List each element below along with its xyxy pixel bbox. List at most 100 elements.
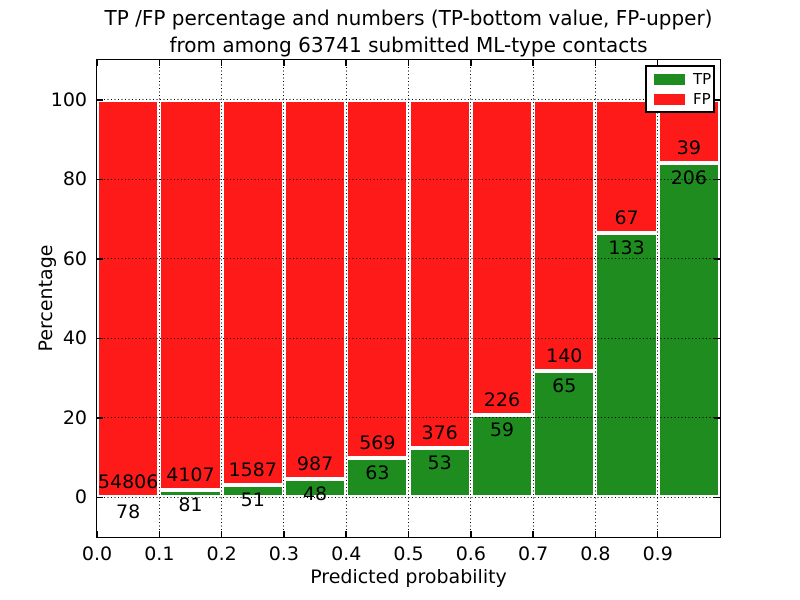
bar-segment-fp xyxy=(595,99,658,233)
y-tick-left xyxy=(97,496,103,498)
x-tick-top xyxy=(532,60,534,66)
y-tick-right xyxy=(714,258,720,260)
y-tick-left xyxy=(97,178,103,180)
x-tick-top xyxy=(594,60,597,66)
x-tick-top xyxy=(470,60,472,66)
bar-segment-tp xyxy=(657,163,720,498)
y-tick-label: 0 xyxy=(74,486,87,509)
bar-segment-fp xyxy=(221,99,284,485)
bar-label-fp: 226 xyxy=(483,388,521,411)
bar-label-fp: 67 xyxy=(614,206,639,229)
y-tick-label: 100 xyxy=(50,88,87,111)
grid-line-x xyxy=(221,60,223,537)
x-tick-bottom xyxy=(407,531,410,537)
grid-line-x xyxy=(532,60,534,537)
legend: TP FP xyxy=(645,65,715,113)
bar-segment-tp xyxy=(159,489,222,498)
legend-label-fp: FP xyxy=(693,89,711,108)
y-tick-left xyxy=(97,258,103,260)
grid-line-x xyxy=(470,60,472,537)
x-tick-bottom xyxy=(283,531,285,537)
bar-label-tp: 53 xyxy=(427,452,452,475)
bar-label-tp: 78 xyxy=(116,500,141,523)
x-tick-top xyxy=(407,60,410,66)
x-tick-bottom xyxy=(656,531,659,537)
bar-segment-fp xyxy=(346,99,409,458)
legend-swatch-tp-icon xyxy=(654,73,685,85)
y-tick-right xyxy=(714,178,720,180)
y-tick-left xyxy=(97,99,103,101)
bar-label-fp: 987 xyxy=(296,452,334,475)
bar-segment-tp xyxy=(408,448,471,498)
legend-swatch-fp-icon xyxy=(654,93,685,105)
x-tick-label: 0.1 xyxy=(144,543,175,565)
bar-segment-tp xyxy=(221,484,284,498)
grid-line-x xyxy=(283,60,285,537)
bar-label-fp: 39 xyxy=(676,137,701,160)
plot-area: Predicted probability TP FP 54806 78 4107 81… xyxy=(51,59,721,588)
x-tick-label: 0.6 xyxy=(455,543,486,565)
bar-segment-tp xyxy=(470,414,534,498)
bar-segment-fp xyxy=(470,99,534,415)
x-tick-top xyxy=(283,60,285,66)
x-tick-bottom xyxy=(532,531,534,537)
bar-segment-fp xyxy=(533,99,596,372)
legend-entry-tp: TP xyxy=(654,71,711,87)
bar-segment-fp xyxy=(283,99,347,479)
y-tick-left xyxy=(97,417,103,419)
x-tick-bottom xyxy=(96,531,98,537)
x-tick-label: 0.7 xyxy=(517,543,549,565)
bar-label-tp: 206 xyxy=(670,167,707,190)
grid-line-x xyxy=(158,60,160,537)
x-tick-top xyxy=(158,60,161,66)
legend-label-tp: TP xyxy=(693,69,712,88)
x-tick-label: 0.5 xyxy=(393,543,424,565)
x-tick-top xyxy=(220,60,223,66)
y-tick-label: 60 xyxy=(62,247,87,270)
x-tick-label: 0.8 xyxy=(580,543,611,565)
y-tick-label: 40 xyxy=(62,327,87,350)
bar-label-fp: 54806 xyxy=(97,470,159,493)
y-tick-right xyxy=(714,337,720,339)
grid-line-x xyxy=(594,60,596,537)
chart-title-line1: TP /FP percentage and numbers (TP-bottom… xyxy=(104,6,713,30)
grid-line-x xyxy=(345,60,347,537)
y-tick-right xyxy=(714,417,720,419)
chart-title: TP /FP percentage and numbers (TP-bottom… xyxy=(97,5,720,59)
x-tick-label: 0.0 xyxy=(81,543,113,565)
x-tick-label: 0.4 xyxy=(331,543,362,565)
grid-line-x xyxy=(657,60,659,537)
chart-title-line2: from among 63741 submitted ML-type conta… xyxy=(169,33,648,57)
bar-label-tp: 48 xyxy=(302,482,328,505)
x-axis-label: Predicted probability xyxy=(310,566,507,588)
bar-label-fp: 376 xyxy=(421,422,458,445)
bar-label-tp: 65 xyxy=(552,375,577,398)
y-tick-right xyxy=(714,496,720,498)
x-tick-top xyxy=(96,60,98,66)
x-tick-bottom xyxy=(158,531,161,537)
bar-label-tp: 59 xyxy=(489,418,515,441)
x-tick-bottom xyxy=(470,531,472,537)
bar-segment-tp xyxy=(283,478,347,498)
bar-label-tp: 51 xyxy=(240,488,265,511)
legend-entry-fp: FP xyxy=(654,91,711,107)
x-tick-bottom xyxy=(220,531,223,537)
bar-segment-tp xyxy=(346,457,409,498)
x-tick-label: 0.2 xyxy=(206,543,237,565)
bar-label-tp: 63 xyxy=(365,461,390,484)
y-tick-label: 20 xyxy=(62,406,87,429)
bar-label-fp: 140 xyxy=(546,345,583,368)
y-tick-right xyxy=(714,99,720,101)
bar-segment-fp xyxy=(159,99,222,490)
bar-label-tp: 133 xyxy=(608,236,645,259)
x-tick-label: 0.3 xyxy=(268,543,299,565)
x-tick-label: 0.9 xyxy=(642,543,673,565)
bar-label-fp: 569 xyxy=(359,431,396,454)
bar-segment-tp xyxy=(533,371,596,498)
x-tick-top xyxy=(656,60,659,66)
bar-label-fp: 1587 xyxy=(228,458,277,481)
bar-segment-fp xyxy=(97,99,160,497)
y-tick-label: 80 xyxy=(62,168,87,191)
bar-label-fp: 4107 xyxy=(166,463,215,486)
